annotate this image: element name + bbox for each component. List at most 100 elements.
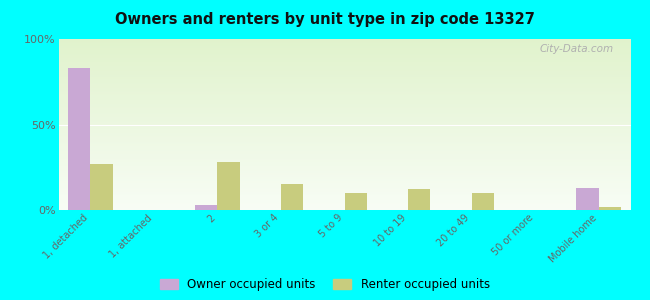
Bar (58, 50, 630, 51)
Bar (58, 91, 630, 92)
Bar (58, 120, 630, 121)
Bar (58, 46, 630, 47)
Bar (58, 65, 630, 66)
Bar (58, 39, 630, 40)
Bar (90, 164, 112, 210)
Bar (58, 131, 630, 132)
Bar (58, 121, 630, 122)
Bar (599, 207, 621, 210)
Bar (58, 137, 630, 138)
Bar (58, 190, 630, 191)
Bar (58, 144, 630, 145)
Bar (58, 99, 630, 100)
Bar (58, 168, 630, 169)
Bar (58, 77, 630, 78)
Bar (58, 123, 630, 124)
Bar (58, 163, 630, 164)
Bar (58, 45, 630, 46)
Bar (58, 108, 630, 109)
Bar (58, 142, 630, 143)
Bar (58, 139, 630, 140)
Bar (58, 148, 630, 149)
Bar (58, 68, 630, 69)
Bar (58, 197, 630, 198)
Bar (58, 171, 630, 172)
Text: Owners and renters by unit type in zip code 13327: Owners and renters by unit type in zip c… (115, 12, 535, 27)
Bar (58, 193, 630, 194)
Bar (58, 67, 630, 68)
Bar (58, 60, 630, 61)
Bar (58, 156, 630, 157)
Bar (58, 57, 630, 58)
Bar (58, 189, 630, 190)
Bar (58, 110, 630, 111)
Bar (58, 160, 630, 161)
Bar (58, 85, 630, 86)
Bar (58, 69, 630, 70)
Bar (58, 161, 630, 162)
Bar (58, 97, 630, 98)
Bar (58, 178, 630, 179)
Bar (58, 128, 630, 129)
Bar (58, 116, 630, 117)
Bar (58, 59, 630, 60)
Bar (58, 72, 630, 73)
Bar (58, 181, 630, 182)
Bar (58, 84, 630, 85)
Bar (58, 74, 630, 75)
Bar (58, 155, 630, 156)
Bar (58, 179, 630, 180)
Bar (58, 196, 630, 197)
Bar (58, 173, 630, 174)
Bar (58, 158, 630, 159)
Bar (58, 42, 630, 43)
Bar (58, 115, 630, 116)
Bar (58, 51, 630, 52)
Bar (58, 188, 630, 189)
Bar (58, 81, 630, 82)
Bar (58, 133, 630, 134)
Bar (58, 132, 630, 133)
Bar (58, 96, 630, 97)
Bar (58, 48, 630, 49)
Bar (58, 98, 630, 99)
Bar (58, 145, 630, 146)
Bar (68, 68, 90, 210)
Bar (58, 122, 630, 123)
Bar (577, 188, 599, 210)
Bar (58, 157, 630, 158)
Bar (58, 117, 630, 118)
Bar (58, 80, 630, 81)
Bar (58, 195, 630, 196)
Bar (58, 70, 630, 71)
Bar (58, 187, 630, 188)
Bar (58, 176, 630, 177)
Bar (58, 79, 630, 80)
Bar (58, 162, 630, 163)
Bar (58, 53, 630, 54)
Bar (58, 90, 630, 91)
Bar (58, 58, 630, 59)
Bar (58, 140, 630, 141)
Bar (58, 104, 630, 105)
Bar (58, 130, 630, 131)
Bar (58, 118, 630, 119)
Bar (58, 118, 630, 119)
Bar (58, 64, 630, 65)
Bar (58, 71, 630, 72)
Bar (58, 159, 630, 160)
Bar (58, 202, 630, 203)
Bar (58, 127, 630, 128)
Bar (58, 83, 630, 84)
Bar (58, 62, 630, 63)
Bar (58, 105, 630, 106)
Bar (58, 124, 630, 125)
Bar (58, 112, 630, 113)
Bar (195, 205, 217, 210)
Bar (344, 193, 367, 210)
Bar (58, 101, 630, 102)
Bar (58, 136, 630, 137)
Bar (58, 198, 630, 199)
Bar (58, 41, 630, 42)
Bar (58, 61, 630, 62)
